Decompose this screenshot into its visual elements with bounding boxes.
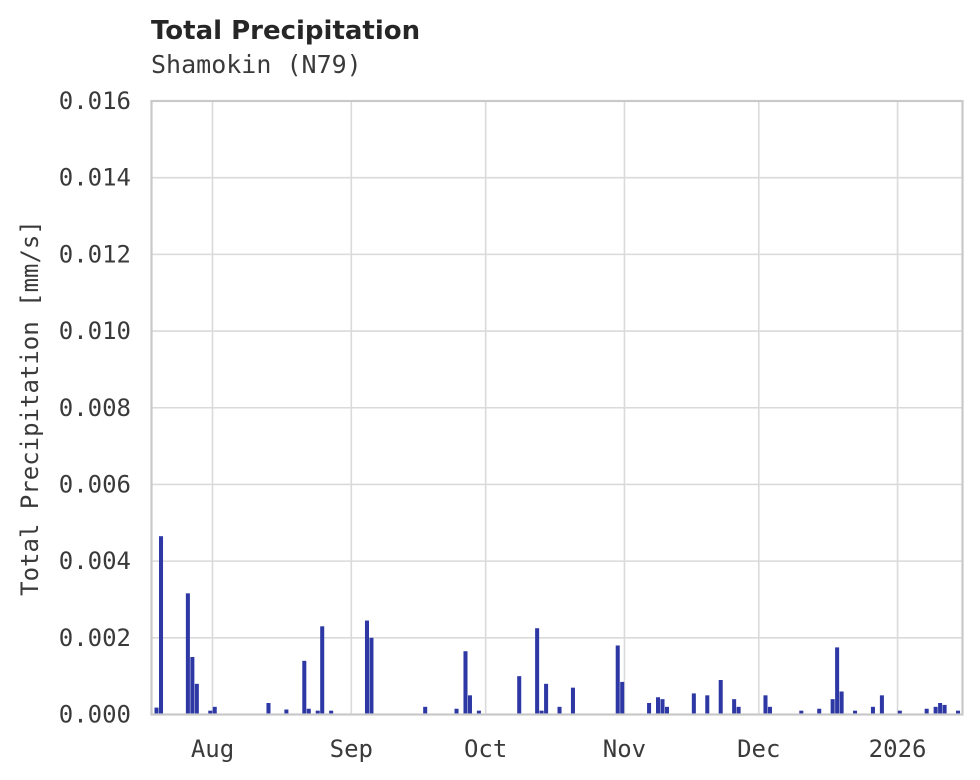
precip-bar [956, 710, 961, 715]
precip-bar [212, 706, 217, 715]
precip-bar [656, 697, 661, 715]
y-tick-label: 0.000 [59, 701, 131, 729]
precip-bar [660, 699, 665, 715]
y-tick-label: 0.006 [59, 470, 131, 498]
x-tick-label: Sep [330, 735, 373, 763]
precip-bar [664, 706, 669, 715]
precip-bar [691, 693, 696, 715]
y-axis-label: Total Precipitation [mm/s] [16, 220, 44, 596]
precip-bar [732, 699, 737, 715]
precip-bar [185, 593, 190, 715]
precip-bar [839, 691, 844, 715]
precip-bar [705, 695, 710, 715]
y-tick-label: 0.002 [59, 624, 131, 652]
precip-bar [320, 626, 325, 715]
y-tick-label: 0.004 [59, 547, 131, 575]
precip-bar [647, 702, 652, 715]
precip-bar [194, 683, 199, 715]
precip-bar [208, 710, 213, 715]
precip-bar [544, 683, 549, 715]
precip-bar [942, 704, 947, 715]
precip-bar [302, 660, 307, 715]
precip-bar [767, 706, 772, 715]
precip-bar [799, 710, 804, 715]
precip-bar [933, 706, 938, 715]
precip-bar [463, 651, 468, 715]
precip-bar [315, 710, 320, 715]
precip-bar [763, 695, 768, 715]
x-tick-label: Nov [603, 735, 646, 763]
precip-bar [467, 695, 472, 715]
precip-bar [423, 706, 428, 715]
y-tick-label: 0.008 [59, 394, 131, 422]
precip-bar [897, 710, 902, 715]
y-tick-label: 0.016 [59, 87, 131, 115]
precip-bar [517, 676, 522, 715]
precip-bar [853, 710, 858, 715]
precip-bar [329, 710, 334, 715]
precip-bar [620, 681, 625, 715]
precip-bar [817, 708, 822, 715]
x-tick-label: Aug [191, 735, 234, 763]
precip-bar [718, 679, 723, 715]
precip-bar [306, 708, 311, 715]
precip-bar [266, 702, 271, 715]
y-tick-label: 0.014 [59, 164, 131, 192]
precip-bar [539, 710, 544, 715]
plot-border [150, 99, 964, 716]
chart-title: Total Precipitation [151, 16, 421, 46]
precip-bar [454, 708, 459, 715]
precip-bar [835, 647, 840, 715]
precip-bar [736, 706, 741, 715]
y-tick-label: 0.010 [59, 317, 131, 345]
precip-bar [284, 709, 289, 715]
precip-bar [557, 706, 562, 715]
x-tick-label: Dec [737, 735, 780, 763]
precip-bar [830, 699, 835, 715]
precip-bar [154, 707, 159, 715]
precip-bar [938, 702, 943, 715]
y-tick-label: 0.012 [59, 240, 131, 268]
precip-bar [615, 645, 620, 715]
precip-bar [158, 536, 164, 715]
chart-subtitle: Shamokin (N79) [151, 50, 362, 79]
precip-bar [535, 628, 540, 715]
precip-bar [364, 620, 369, 715]
precip-bar [924, 708, 929, 715]
x-tick-label: 2026 [869, 735, 927, 763]
precip-bar [870, 706, 875, 715]
x-tick-label: Oct [464, 735, 507, 763]
precip-bar [369, 637, 374, 715]
precip-bar [190, 656, 195, 715]
precip-bar [476, 710, 481, 715]
precip-bar [879, 695, 884, 715]
precip-bar [570, 687, 575, 715]
